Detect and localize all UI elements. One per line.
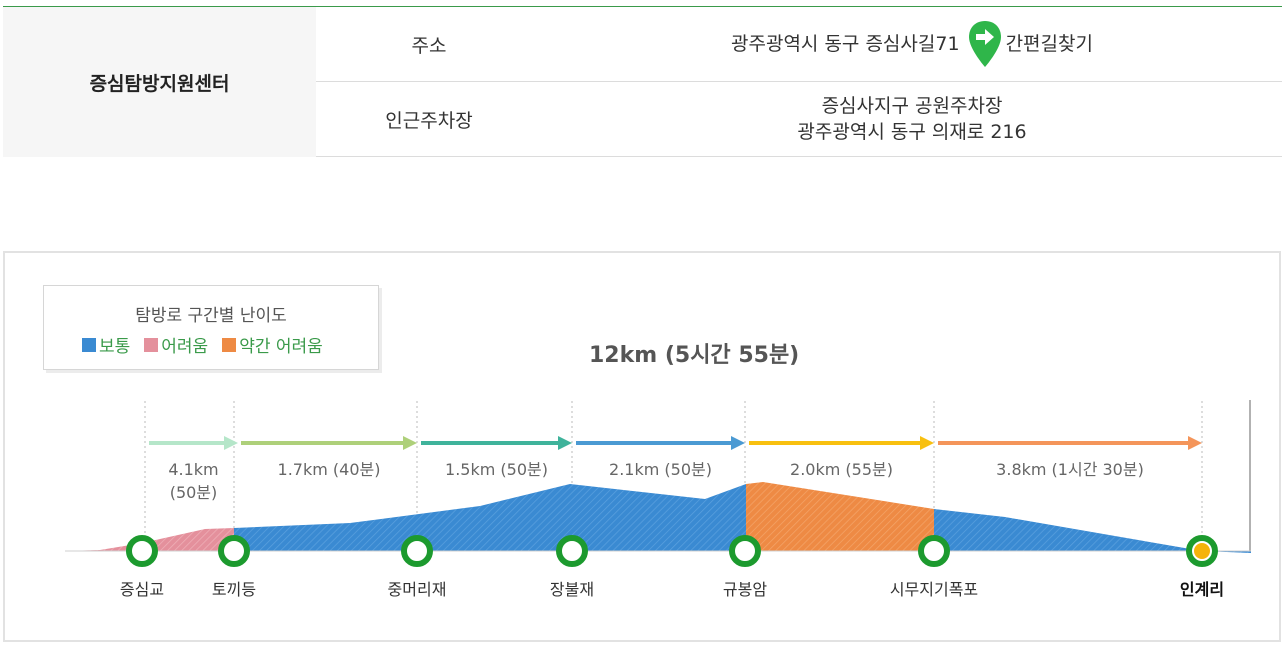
legend-swatch — [82, 337, 96, 352]
legend-item-normal: 보통 — [82, 332, 130, 357]
stop-marker — [218, 535, 250, 567]
stop-label: 토끼등 — [212, 580, 256, 599]
legend-items: 보통 어려움 약간 어려움 — [82, 332, 323, 357]
stop-marker — [126, 535, 158, 567]
segment-arrowhead — [1188, 436, 1202, 450]
stop-label: 장불재 — [550, 580, 594, 599]
stop-label: 시무지기폭포 — [890, 580, 978, 599]
course-difficulty-panel: 4.1km (50분) 1.7km (40분) 1.5km (50분) 2.1km (5… — [3, 251, 1281, 642]
trailhead-info-table: 증심탐방지원센터 주소 광주광역시 동구 증심사길71 간편길찾기 인근주차장 … — [3, 6, 1282, 157]
legend-title: 탐방로 구간별 난이도 — [135, 306, 287, 326]
profile-segment-difficult — [65, 528, 234, 551]
quick-directions-label: 간편길찾기 — [1005, 33, 1093, 55]
segment-arrowhead — [224, 436, 238, 450]
difficulty-legend: 탐방로 구간별 난이도 보통 어려움 약간 어려움 — [43, 285, 379, 370]
course-profile: 4.1km (50분) 1.7km (40분) 1.5km (50분) 2.1km (5… — [65, 400, 1251, 599]
address-label: 주소 — [411, 34, 447, 57]
segment-labels: 4.1km (50분) 1.7km (40분) 1.5km (50분) 2.1km (5… — [168, 460, 1143, 502]
legend-item-difficult: 어려움 — [144, 332, 208, 357]
segment-arrowhead — [920, 436, 934, 450]
address-value: 광주광역시 동구 증심사길71 — [731, 33, 960, 55]
green-arrow-pin-icon — [968, 21, 1001, 67]
course-total: 12km (5시간 55분) — [589, 343, 800, 368]
parking-row — [3, 82, 1282, 157]
stop-label: 중머리재 — [388, 580, 447, 599]
segment-time-label: (50분) — [170, 483, 218, 502]
legend-swatch — [144, 337, 159, 352]
stop-label: 증심교 — [120, 580, 164, 599]
stop-marker — [556, 535, 588, 567]
profile-segment-normal-2 — [934, 509, 1251, 553]
segment-arrowhead — [558, 436, 572, 450]
legend-label: 약간 어려움 — [239, 337, 323, 357]
segment-arrows — [149, 436, 1202, 450]
address-row — [3, 7, 1282, 82]
stop-marker — [729, 535, 761, 567]
segment-distance-label: 1.5km (50분) — [445, 460, 548, 479]
profile-segment-normal-1 — [234, 484, 746, 551]
segment-arrowhead — [731, 436, 745, 450]
legend-swatch — [222, 337, 237, 352]
stop-marker — [401, 535, 433, 567]
stop-label: 인계리 — [1180, 580, 1224, 599]
stop-markers: 증심교 토끼등 중머리재 장불재 규봉암 시무지기폭포 인계리 — [120, 535, 1224, 599]
parking-cell: 증심사지구 공원주차장 광주광역시 동구 의재로 216 — [542, 82, 1282, 156]
segment-distance-label: 4.1km — [168, 460, 218, 479]
segment-arrowhead — [403, 436, 417, 450]
legend-item-moderate: 약간 어려움 — [222, 332, 323, 357]
segment-distance-label: 2.0km (55분) — [790, 460, 893, 479]
quick-directions-link[interactable]: 간편길찾기 — [968, 20, 1093, 68]
legend-label: 보통 — [99, 337, 131, 357]
parking-address: 광주광역시 동구 의재로 216 — [797, 121, 1027, 143]
segment-distance-label: 3.8km (1시간 30분) — [996, 460, 1144, 479]
center-name: 증심탐방지원센터 — [3, 7, 316, 157]
segment-distance-label: 1.7km (40분) — [278, 460, 381, 479]
parking-name: 증심사지구 공원주차장 — [821, 95, 1003, 117]
legend-label: 어려움 — [161, 337, 209, 357]
segment-distance-label: 2.1km (50분) — [609, 460, 712, 479]
parking-label: 인근주차장 — [385, 109, 473, 132]
address-cell: 광주광역시 동구 증심사길71 간편길찾기 — [542, 7, 1282, 81]
end-stop-dot — [1194, 543, 1210, 559]
stop-label: 규봉암 — [723, 580, 767, 599]
stop-marker — [918, 535, 950, 567]
profile-segment-moderate — [746, 482, 934, 551]
